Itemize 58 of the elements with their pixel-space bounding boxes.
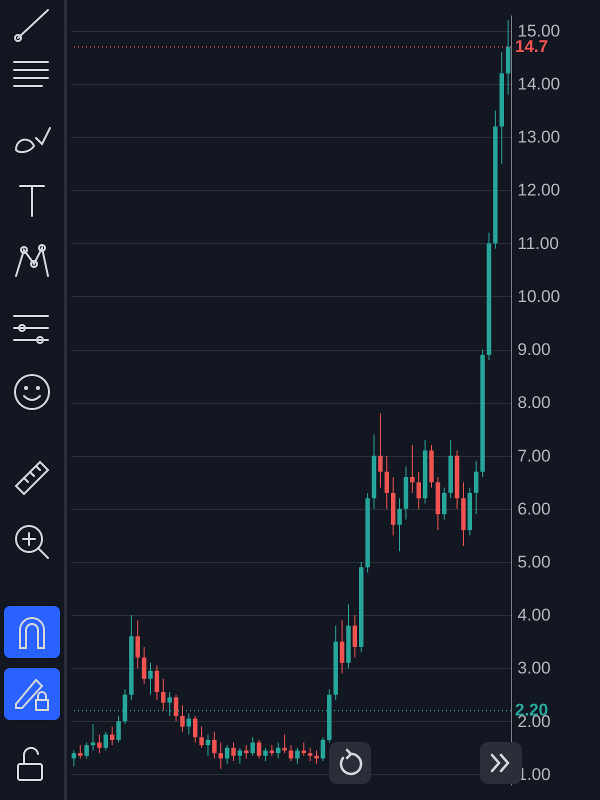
- candlestick: [84, 742, 89, 759]
- candlestick: [270, 744, 274, 756]
- candlestick: [256, 739, 262, 759]
- candlestick: [78, 744, 82, 759]
- candlestick: [192, 715, 198, 744]
- candlestick: [474, 460, 478, 515]
- candlestick: [244, 744, 249, 759]
- candlestick: [238, 747, 242, 764]
- y-tick-label: 7.00: [518, 446, 551, 466]
- candlestick: [352, 614, 358, 658]
- candlestick: [378, 412, 383, 488]
- candlestick: [212, 731, 217, 759]
- y-tick-label: 5.00: [518, 552, 551, 572]
- candlestick: [308, 747, 312, 762]
- candlestick: [110, 726, 114, 746]
- y-tick-label: 12.00: [518, 180, 560, 200]
- candlestick: [295, 747, 300, 764]
- candlestick: [384, 455, 390, 510]
- candlestick: [142, 646, 146, 685]
- candlestick: [186, 712, 192, 736]
- candlestick: [416, 471, 421, 510]
- candlestick: [206, 734, 210, 756]
- candlestick: [302, 742, 306, 756]
- candlestick: [180, 704, 185, 732]
- candlestick: [218, 742, 223, 770]
- candlestick: [104, 731, 108, 751]
- candlestick: [250, 736, 255, 756]
- candlestick: [340, 620, 344, 674]
- candlestick: [397, 498, 402, 552]
- candlestick: [442, 487, 446, 520]
- candlestick: [161, 678, 166, 712]
- y-tick-label: 3.00: [518, 658, 551, 678]
- y-tick-label: 9.00: [518, 340, 551, 360]
- candlestick: [174, 694, 178, 722]
- y-tick-label: 10.00: [518, 286, 560, 306]
- candlestick: [72, 750, 76, 767]
- y-tick-label: 14.00: [518, 74, 560, 94]
- candlestick: [276, 742, 280, 759]
- candlestick: [199, 726, 204, 748]
- candlestick: [224, 744, 230, 764]
- candlestick: [136, 620, 140, 669]
- y-tick-label: 6.00: [518, 499, 551, 518]
- y-tick-label: 8.00: [518, 393, 551, 412]
- candlestick: [320, 736, 326, 762]
- candlestick: [314, 750, 319, 764]
- candlestick: [148, 662, 153, 696]
- candlestick: [97, 734, 102, 754]
- y-tick-label: 11.00: [518, 234, 559, 253]
- candlestick: [410, 444, 415, 494]
- candlestick: [90, 723, 96, 751]
- y-tick-label: 4.00: [518, 606, 551, 625]
- candlestick: [282, 734, 287, 754]
- candlestick: [116, 715, 121, 744]
- candlestick: [263, 747, 268, 762]
- candlestick: [288, 744, 294, 762]
- candlestick: [231, 742, 236, 762]
- y-tick-label: 13.00: [518, 128, 560, 147]
- candlestick: [154, 665, 160, 701]
